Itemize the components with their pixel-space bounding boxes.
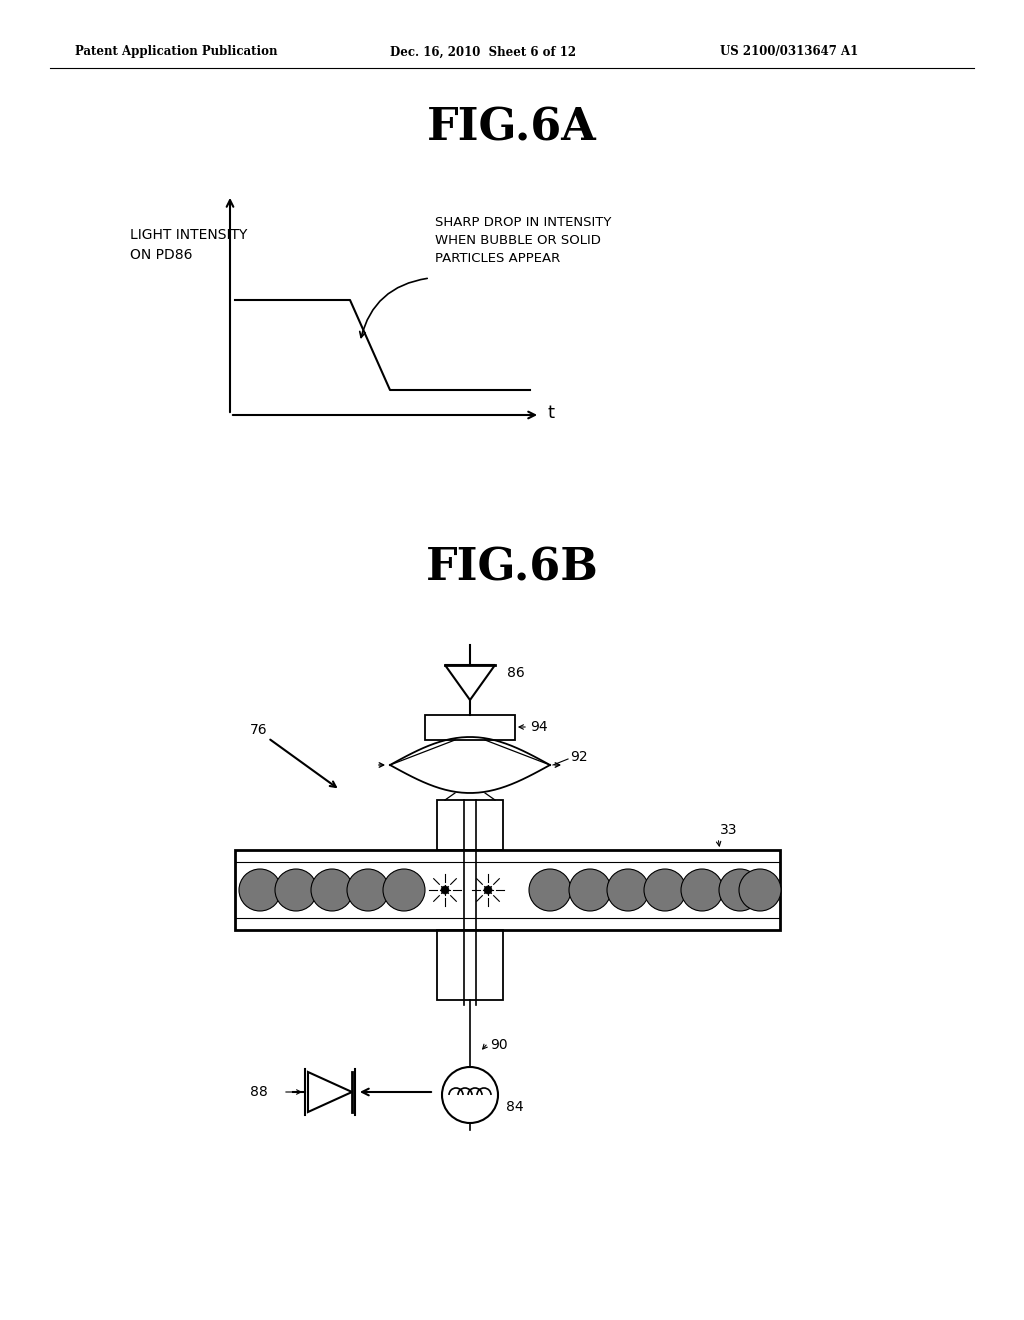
Text: ON PD86: ON PD86 xyxy=(130,248,193,261)
Text: 86: 86 xyxy=(507,667,524,680)
Text: 33: 33 xyxy=(720,822,737,837)
Circle shape xyxy=(383,869,425,911)
Circle shape xyxy=(347,869,389,911)
Circle shape xyxy=(607,869,649,911)
Bar xyxy=(234,862,780,917)
Text: FIG.6B: FIG.6B xyxy=(426,546,598,590)
Circle shape xyxy=(239,869,281,911)
Circle shape xyxy=(529,869,571,911)
Text: t: t xyxy=(548,404,555,422)
Text: 94: 94 xyxy=(530,719,548,734)
Circle shape xyxy=(681,869,723,911)
Bar xyxy=(437,800,503,850)
Text: 90: 90 xyxy=(490,1038,508,1052)
Bar xyxy=(234,850,780,931)
Bar xyxy=(437,931,503,1001)
Text: Dec. 16, 2010  Sheet 6 of 12: Dec. 16, 2010 Sheet 6 of 12 xyxy=(390,45,577,58)
Circle shape xyxy=(644,869,686,911)
Circle shape xyxy=(739,869,781,911)
Circle shape xyxy=(569,869,611,911)
Circle shape xyxy=(311,869,353,911)
Bar xyxy=(425,715,515,741)
Text: Patent Application Publication: Patent Application Publication xyxy=(75,45,278,58)
Text: 88: 88 xyxy=(250,1085,268,1100)
Text: 84: 84 xyxy=(506,1100,523,1114)
Circle shape xyxy=(719,869,761,911)
Circle shape xyxy=(441,886,449,894)
Text: US 2100/0313647 A1: US 2100/0313647 A1 xyxy=(720,45,858,58)
Text: 92: 92 xyxy=(570,750,588,764)
Text: 76: 76 xyxy=(250,723,267,737)
Text: FIG.6A: FIG.6A xyxy=(427,107,597,149)
Text: SHARP DROP IN INTENSITY
WHEN BUBBLE OR SOLID
PARTICLES APPEAR: SHARP DROP IN INTENSITY WHEN BUBBLE OR S… xyxy=(435,216,611,265)
Circle shape xyxy=(484,886,492,894)
Circle shape xyxy=(275,869,317,911)
Text: LIGHT INTENSITY: LIGHT INTENSITY xyxy=(130,228,248,242)
